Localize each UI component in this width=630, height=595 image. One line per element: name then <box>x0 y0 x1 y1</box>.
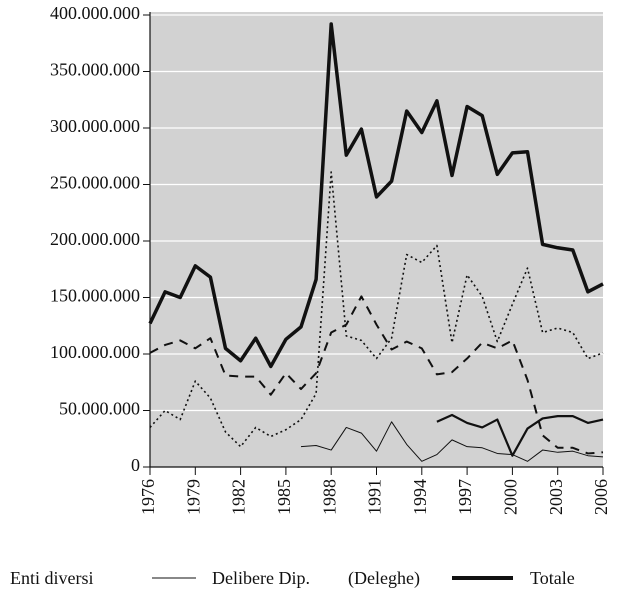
y-tick-label: 250.000.000 <box>50 173 140 193</box>
x-tick-label: 1994 <box>410 479 430 515</box>
x-tick-label: 1985 <box>274 479 294 515</box>
plot-area <box>150 12 603 467</box>
series-line <box>149 171 604 448</box>
x-tick-label: 2006 <box>591 479 611 515</box>
x-tick-label: 1976 <box>138 479 158 515</box>
x-tick-label: 1988 <box>319 479 339 515</box>
series-line <box>436 413 604 457</box>
x-tick-label: 1997 <box>455 479 475 515</box>
y-tick-label: 400.000.000 <box>50 3 140 23</box>
legend-label: Enti diversi <box>10 568 94 588</box>
y-tick-label: 150.000.000 <box>50 286 140 306</box>
x-tick-label: 1982 <box>229 479 249 515</box>
legend-label: Delibere Dip. <box>212 568 310 588</box>
legend-label: Totale <box>530 568 575 588</box>
series-line <box>148 22 604 369</box>
y-tick-label: 100.000.000 <box>50 342 140 362</box>
x-tick-label: 2000 <box>501 479 521 515</box>
series-line <box>149 295 604 455</box>
y-tick-label: 300.000.000 <box>50 116 140 136</box>
x-tick-label: 2003 <box>546 479 566 515</box>
y-tick-label: 200.000.000 <box>50 229 140 249</box>
y-tick-label: 0 <box>131 455 140 475</box>
series-line <box>300 421 604 462</box>
y-tick-label: 350.000.000 <box>50 60 140 80</box>
legend-label: (Deleghe) <box>348 568 420 589</box>
x-tick-label: 1991 <box>365 479 385 515</box>
x-tick-label: 1979 <box>183 479 203 515</box>
y-tick-label: 50.000.000 <box>59 399 140 419</box>
